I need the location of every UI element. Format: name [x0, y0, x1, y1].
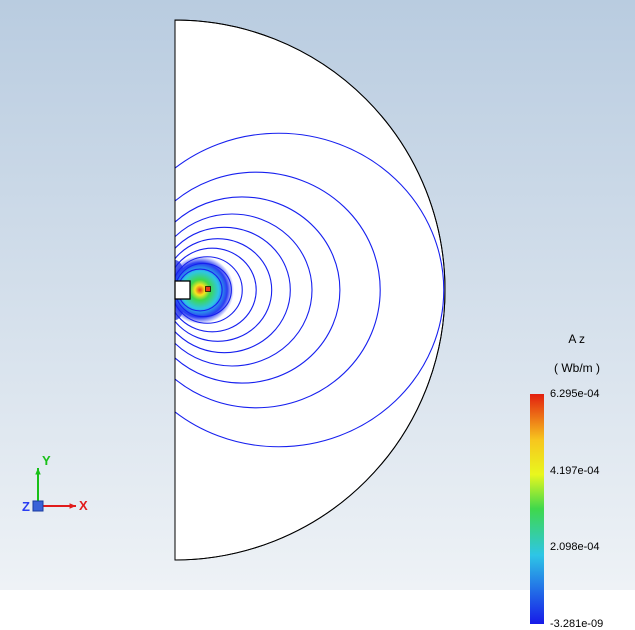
color-legend: A z ( Wb/m ) 6.295e-04 4.197e-04 2.098e-04…	[530, 318, 604, 627]
svg-text:X: X	[79, 498, 88, 513]
legend-units: ( Wb/m )	[554, 361, 600, 375]
legend-variable: A z	[568, 332, 585, 346]
svg-text:Z: Z	[22, 499, 30, 514]
legend-colorbar	[530, 394, 544, 627]
legend-tick: 2.098e-04	[550, 541, 600, 553]
viewport[interactable]: A z ( Wb/m ) 6.295e-04 4.197e-04 2.098e-04…	[0, 0, 635, 590]
svg-text:Y: Y	[42, 453, 51, 468]
legend-tick: 6.295e-04	[550, 388, 600, 400]
legend-tick: -3.281e-09	[550, 618, 603, 630]
axis-triad[interactable]: Y X Z	[18, 448, 98, 528]
legend-title: A z ( Wb/m )	[530, 318, 604, 390]
legend-ticks: 6.295e-044.197e-042.098e-04-3.281e-09	[544, 394, 604, 624]
legend-tick: 4.197e-04	[550, 465, 600, 477]
